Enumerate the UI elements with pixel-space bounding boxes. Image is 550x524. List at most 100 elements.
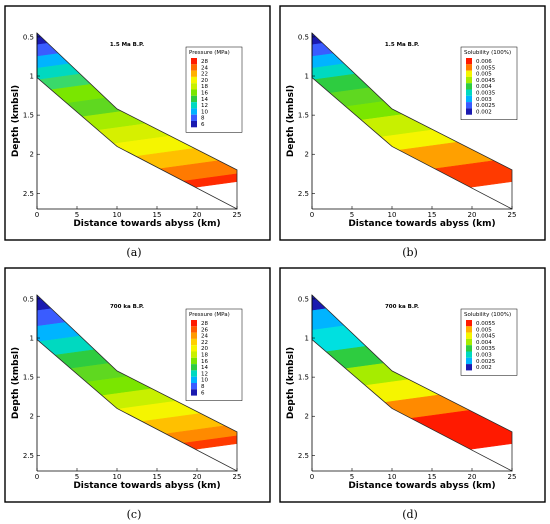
legend-swatch — [466, 64, 472, 71]
y-tick-label: 1 — [30, 73, 34, 81]
legend-label: 18 — [201, 353, 208, 359]
legend-swatch — [191, 89, 197, 96]
y-tick-label: 1.5 — [23, 374, 34, 382]
y-axis-title: Depth (kmbsl) — [11, 347, 21, 419]
x-tick-label: 5 — [350, 473, 354, 481]
y-tick-label: 0.5 — [298, 295, 309, 303]
legend-label: 0.002 — [476, 109, 492, 115]
legend-label: 0.0035 — [476, 346, 496, 352]
legend-label: 16 — [201, 91, 208, 97]
y-tick-label: 1.5 — [298, 112, 309, 120]
y-tick-label: 1 — [305, 73, 309, 81]
legend-label: 0.005 — [476, 72, 492, 78]
legend-label: 28 — [201, 59, 208, 65]
y-tick-label: 1.5 — [23, 112, 34, 120]
legend-swatch — [466, 364, 472, 371]
legend-swatch — [191, 95, 197, 103]
legend-swatch — [191, 338, 197, 346]
panel-label: (c) — [127, 508, 142, 521]
legend-swatch — [466, 89, 472, 96]
y-tick-label: 1 — [30, 335, 34, 343]
legend-label: 0.005 — [476, 327, 492, 333]
x-tick-label: 20 — [468, 211, 477, 219]
y-tick-label: 2 — [30, 413, 34, 421]
legend-label: 0.002 — [476, 365, 492, 371]
x-tick-label: 25 — [233, 211, 242, 219]
legend-label: 10 — [201, 378, 208, 384]
legend-swatch — [466, 320, 472, 327]
x-tick-label: 0 — [35, 473, 39, 481]
legend-label: 12 — [201, 371, 208, 377]
legend-label: 0.0045 — [476, 78, 496, 84]
legend-swatch — [191, 364, 197, 371]
legend-swatch — [191, 83, 197, 90]
legend-swatch — [466, 351, 472, 358]
legend-label: 0.0025 — [476, 103, 496, 109]
plot-title: 700 ka B.P. — [385, 304, 419, 310]
legend-label: 0.004 — [476, 84, 492, 90]
x-tick-label: 10 — [113, 211, 122, 219]
y-axis-title: Depth (kmbsl) — [286, 347, 296, 419]
y-axis-title: Depth (kmbsl) — [286, 85, 296, 157]
y-tick-label: 0.5 — [298, 33, 309, 41]
legend-label: 6 — [201, 122, 205, 128]
legend-swatch — [191, 64, 197, 71]
y-tick-label: 1 — [305, 335, 309, 343]
y-tick-label: 2.5 — [23, 190, 34, 198]
legend-swatch — [191, 383, 197, 390]
legend-swatch — [191, 114, 197, 121]
legend-swatch — [466, 332, 472, 339]
x-axis-title: Distance towards abyss (km) — [348, 219, 495, 229]
y-tick-label: 0.5 — [23, 33, 34, 41]
legend-swatch — [466, 102, 472, 109]
x-axis-title: Distance towards abyss (km) — [73, 219, 220, 229]
legend-swatch — [466, 83, 472, 90]
legend-swatch — [466, 95, 472, 103]
legend-label: 0.003 — [476, 353, 492, 359]
legend-swatch — [191, 121, 197, 128]
panel-label: (a) — [126, 246, 141, 259]
legend-swatch — [466, 338, 472, 346]
legend-label: 0.004 — [476, 340, 492, 346]
x-tick-label: 10 — [388, 211, 397, 219]
legend-label: 22 — [201, 72, 208, 78]
x-tick-label: 20 — [468, 473, 477, 481]
x-tick-label: 0 — [35, 211, 39, 219]
legend-label: 6 — [201, 390, 205, 396]
y-tick-label: 2.5 — [298, 190, 309, 198]
legend-label: 18 — [201, 84, 208, 90]
legend-label: 14 — [201, 365, 208, 371]
legend-title: Pressure (MPa) — [189, 312, 230, 318]
x-tick-label: 25 — [508, 473, 517, 481]
legend-swatch — [191, 108, 197, 115]
legend-swatch — [191, 389, 197, 396]
legend-swatch — [191, 102, 197, 109]
legend-label: 0.0045 — [476, 334, 496, 340]
x-tick-label: 15 — [428, 211, 437, 219]
x-axis-title: Distance towards abyss (km) — [348, 481, 495, 491]
legend-label: 0.0055 — [476, 321, 496, 327]
x-tick-label: 25 — [508, 211, 517, 219]
legend-swatch — [191, 70, 197, 77]
legend-swatch — [191, 326, 197, 333]
panel-b: 0 5 10 15 20 25 0.5 1 1.5 2 2.5 Distance towards ab… — [279, 5, 546, 259]
x-tick-label: 20 — [193, 211, 202, 219]
x-tick-label: 5 — [75, 473, 79, 481]
x-tick-label: 25 — [233, 473, 242, 481]
legend-label: 12 — [201, 103, 208, 109]
y-tick-label: 2.5 — [23, 452, 34, 460]
legend-label: 8 — [201, 384, 205, 390]
panel-a: 0 5 10 15 20 25 0.5 1 1.5 2 2.5 Distance towards ab… — [4, 5, 271, 259]
x-tick-label: 10 — [388, 473, 397, 481]
legend-label: 0.0035 — [476, 91, 496, 97]
x-axis-title: Distance towards abyss (km) — [73, 481, 220, 491]
plot-title: 700 ka B.P. — [110, 304, 144, 310]
x-tick-label: 0 — [310, 473, 314, 481]
legend-swatch — [466, 108, 472, 115]
legend-label: 0.003 — [476, 97, 492, 103]
legend-swatch — [191, 76, 197, 84]
legend-swatch — [191, 357, 197, 365]
legend-swatch — [191, 320, 197, 327]
legend-label: 14 — [201, 97, 208, 103]
